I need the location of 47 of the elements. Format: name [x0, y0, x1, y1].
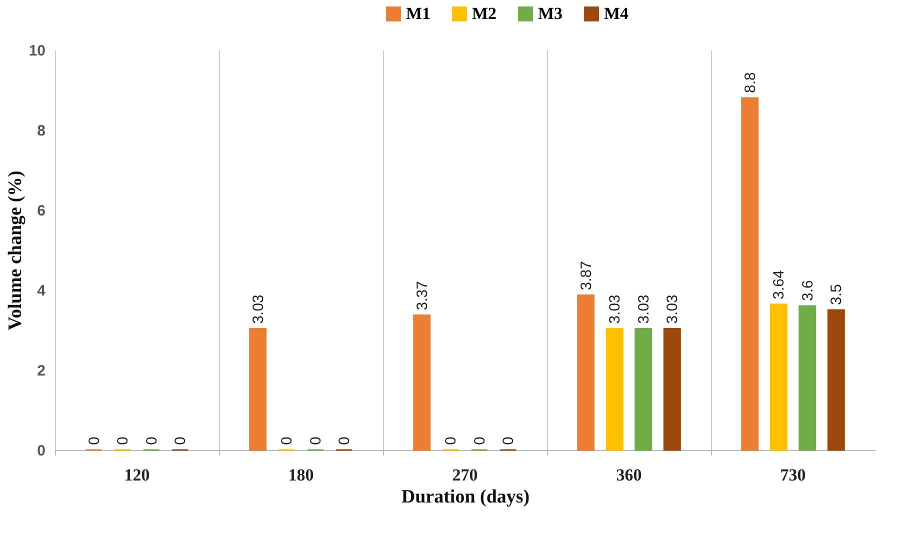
- data-label: 0: [143, 436, 160, 445]
- bar: [741, 97, 759, 451]
- data-label: 0: [86, 436, 103, 445]
- y-tick-label: 4: [37, 282, 46, 300]
- x-axis-title: Duration (days): [401, 486, 530, 508]
- data-label: 3.6: [799, 280, 816, 301]
- x-tick-label: 180: [288, 466, 314, 484]
- x-tick-label: 360: [616, 466, 642, 484]
- y-tick-label: 2: [37, 362, 46, 380]
- x-tick-label: 120: [124, 466, 150, 484]
- legend-label: M3: [538, 4, 563, 23]
- data-label: 3.64: [770, 270, 788, 300]
- y-axis-title: Volume change (%): [4, 170, 26, 330]
- data-label: 0: [336, 436, 354, 445]
- bar: [634, 328, 652, 451]
- data-label: 0: [307, 436, 324, 445]
- data-label: 0: [172, 436, 190, 445]
- data-label: 3.03: [635, 294, 652, 324]
- bar: [577, 294, 595, 451]
- x-tick-label: 270: [452, 466, 478, 484]
- bar: [798, 305, 816, 451]
- data-label: 3.37: [414, 280, 431, 310]
- x-tick-label: 730: [780, 466, 806, 484]
- bar: [770, 304, 788, 451]
- legend-label: M1: [406, 4, 431, 23]
- bar: [249, 328, 267, 451]
- data-label: 0: [114, 436, 132, 445]
- bar: [663, 328, 681, 451]
- y-tick-label: 10: [28, 42, 46, 60]
- data-label: 0: [500, 436, 518, 445]
- data-label: 3.5: [828, 284, 846, 305]
- data-label: 3.03: [664, 294, 682, 324]
- legend-label: M2: [472, 4, 497, 23]
- data-label: 0: [278, 436, 296, 445]
- y-tick-label: 8: [37, 122, 46, 140]
- data-label: 3.03: [250, 294, 267, 324]
- legend-label: M4: [604, 4, 630, 23]
- data-label: 0: [442, 436, 460, 445]
- y-tick-label: 0: [37, 442, 46, 460]
- data-label: 3.87: [578, 260, 595, 290]
- data-label: 8.8: [742, 72, 759, 93]
- bar: [413, 314, 431, 451]
- y-tick-label: 6: [37, 202, 46, 220]
- data-label: 3.03: [606, 294, 624, 324]
- data-label: 0: [471, 436, 488, 445]
- bar: [827, 309, 845, 451]
- bar: [606, 328, 624, 451]
